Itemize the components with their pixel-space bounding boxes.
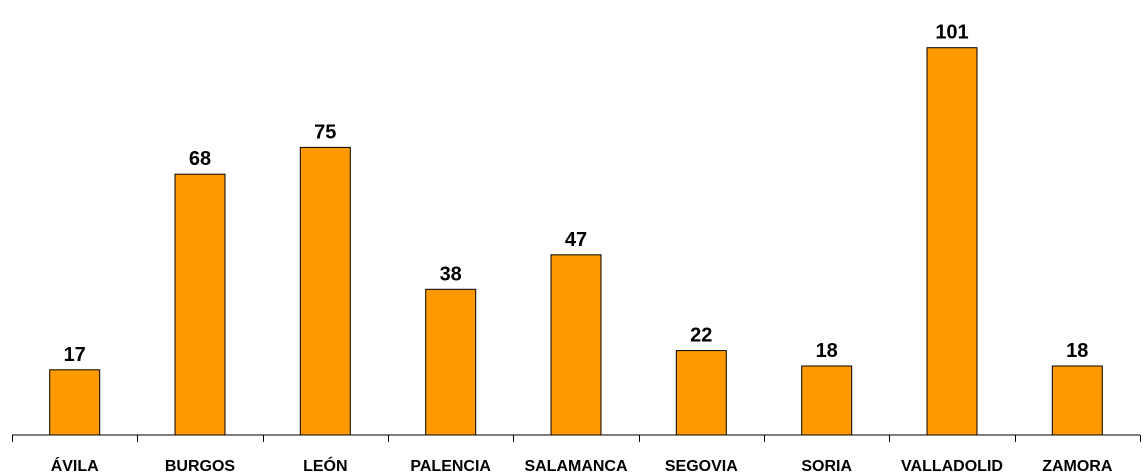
- category-label-zamora: ZAMORA: [1042, 458, 1113, 474]
- bar-leon: [299, 146, 351, 436]
- category-label-burgos: BURGOS: [165, 458, 236, 474]
- bar-segovia: [675, 350, 727, 436]
- category-label-leon: LEÓN: [303, 456, 347, 474]
- bar-salamanca: [550, 254, 602, 436]
- value-label-segovia: 22: [690, 325, 712, 347]
- bar-avila: [49, 369, 101, 436]
- category-label-salamanca: SALAMANCA: [524, 458, 628, 474]
- value-label-avila: 17: [64, 344, 86, 366]
- category-label-valladolid: VALLADOLID: [901, 458, 1003, 474]
- value-labels-layer: 17 68 75 38 47 22 18 101 18: [64, 22, 1089, 366]
- bar-zamora: [1051, 365, 1103, 436]
- category-label-palencia: PALENCIA: [410, 458, 491, 474]
- bar-palencia: [425, 288, 477, 436]
- value-label-valladolid: 101: [935, 22, 968, 44]
- value-label-zamora: 18: [1066, 340, 1088, 362]
- category-label-soria: SORIA: [801, 458, 852, 474]
- bar-burgos: [174, 173, 226, 436]
- category-label-avila: ÁVILA: [51, 456, 99, 474]
- value-label-leon: 75: [314, 121, 336, 143]
- value-label-burgos: 68: [189, 148, 211, 170]
- category-labels-layer: ÁVILA BURGOS LEÓN PALENCIA SALAMANCA SEGOVIA S…: [51, 456, 1113, 474]
- category-label-segovia: SEGOVIA: [665, 458, 738, 474]
- value-label-palencia: 38: [440, 263, 462, 285]
- value-label-salamanca: 47: [565, 229, 587, 251]
- bar-valladolid: [926, 47, 978, 436]
- bars-layer: [49, 47, 1103, 436]
- x-axis: [12, 434, 1141, 442]
- value-label-soria: 18: [816, 340, 838, 362]
- bar-soria: [801, 365, 853, 436]
